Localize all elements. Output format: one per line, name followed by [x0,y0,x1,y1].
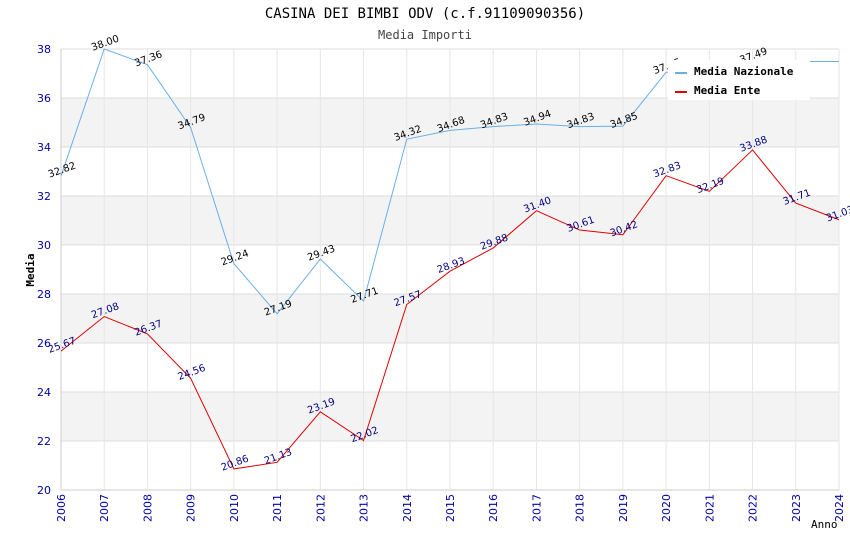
x-tick-label: 2019 [617,494,630,522]
y-tick-label: 30 [37,239,51,252]
x-tick-label: 2013 [358,494,371,522]
x-tick-label: 2017 [530,494,543,522]
legend-label: Media Ente [694,84,761,97]
x-tick-label: 2007 [98,494,111,522]
y-tick-label: 26 [37,337,51,350]
chart-title: CASINA DEI BIMBI ODV (c.f.91109090356) [265,6,585,22]
y-tick-label: 24 [37,386,51,399]
x-tick-label: 2018 [574,494,587,522]
series-line-2 [60,149,840,470]
x-tick-labels: 2006 2007 2008 2009 2010 2011 2012 2013 2014 2015… [55,494,846,522]
x-tick-label: 2023 [790,494,803,522]
legend-box [668,60,810,100]
y-tick-label: 22 [37,435,51,448]
legend: Media Nazionale Media Ente [668,60,810,100]
y-tick-label: 38 [37,43,51,56]
x-tick-label: 2006 [55,494,68,522]
y-tick-label: 28 [37,288,51,301]
x-tick-label: 2020 [660,494,673,522]
y-axis-title: Media [24,253,37,286]
x-tick-label: 2016 [487,494,500,522]
axes [60,49,839,491]
y-tick-label: 32 [37,190,51,203]
x-tick-label: 2022 [747,494,760,522]
legend-label: Media Nazionale [694,65,794,78]
y-tick-label: 34 [37,141,51,154]
x-tick-label: 2011 [271,494,284,522]
x-tick-label: 2014 [401,494,414,522]
x-tick-label: 2015 [444,494,457,522]
x-tick-label: 2009 [185,494,198,522]
x-axis-title: Anno [811,518,838,531]
x-tick-label: 2024 [833,494,846,522]
y-tick-label: 20 [37,484,51,497]
y-tick-label: 36 [37,92,51,105]
x-tick-label: 2012 [314,494,327,522]
x-tick-label: 2021 [703,494,716,522]
x-tick-label: 2010 [228,494,241,522]
chart-subtitle: Media Importi [378,28,472,42]
grid-lines [60,48,840,491]
x-tick-label: 2008 [141,494,154,522]
y-tick-labels: 20 22 24 26 28 30 32 34 36 38 [37,43,51,497]
